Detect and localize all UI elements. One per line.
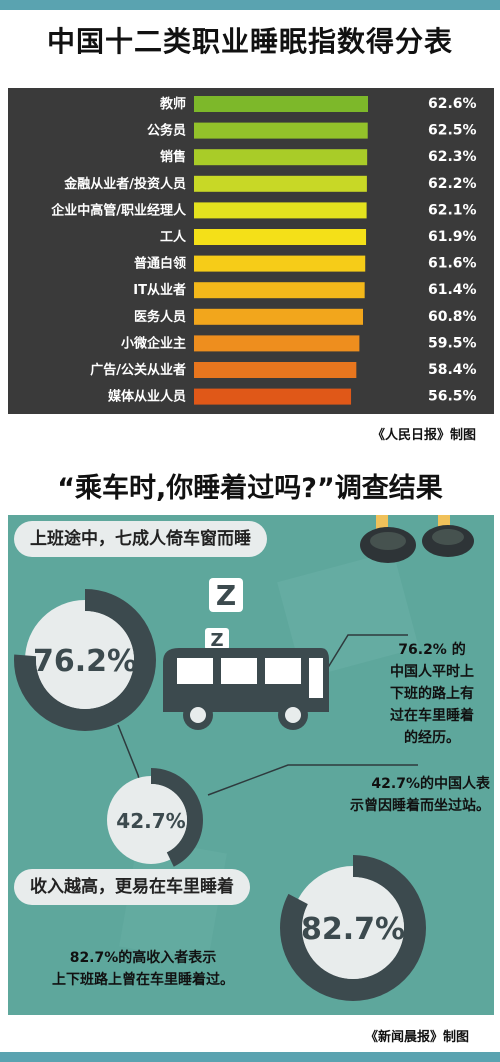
ring-82-label: 82.7% [301,912,405,947]
bottom-accent-bar [0,1052,500,1062]
value-label: 61.6% [428,256,477,272]
bar [194,96,368,112]
ring-chart-42: 42.7% [99,768,203,872]
category-label: 公务员 [147,123,186,139]
category-label: IT从业者 [133,282,186,298]
value-label: 62.5% [428,123,477,139]
value-label: 62.3% [428,149,477,165]
chart-panel: 教师 62.6% 公务员 62.5% 销售 62.3% 金融从业者/投资人员 62.2% 企业中… [8,88,494,414]
bar [194,229,367,245]
bar [194,362,357,378]
stat-76-text: 76.2% 的 中国人平时上 下班的路上有 过在车里睡着 的经历。 [390,642,474,746]
zz-2: Z [210,630,223,651]
chart-title: 中国十二类职业睡眠指数得分表 [46,25,453,58]
bar [194,149,368,166]
category-label: 广告/公关从业者 [90,362,186,378]
bar [194,255,366,272]
stat-42-text: 42.7%的中国人表 示曾因睡着而坐过站。 [350,776,490,814]
bar [194,175,367,192]
survey-credit: 《新闻晨报》制图 [365,1030,470,1045]
bar [194,122,368,139]
value-label: 62.1% [428,202,477,218]
bar-chart: 教师 62.6% 公务员 62.5% 销售 62.3% 金融从业者/投资人员 62.2% 企业中… [50,96,477,405]
value-label: 60.8% [428,309,477,325]
slippers-icon [360,515,474,563]
category-label: 普通白领 [134,256,186,272]
value-label: 58.4% [428,362,477,378]
category-label: 小微企业主 [121,335,186,351]
category-label: 医务人员 [134,309,186,325]
value-label: 56.5% [428,389,477,405]
bus-icon: Z Z Z [163,578,329,730]
category-label: 销售 [160,149,186,165]
survey-title: “乘车时,你睡着过吗?”调查结果 [57,473,443,504]
category-label: 教师 [159,96,186,112]
bar [194,335,360,352]
survey-panel: 上班途中，七成人倚车窗而睡 76.2% Z Z Z 76.2% 的 中国人平时上… [8,515,494,1015]
bar [194,282,365,299]
category-label: 企业中高管/职业经理人 [50,202,187,218]
category-label: 媒体从业人员 [108,389,186,405]
value-label: 62.6% [428,96,477,112]
chart-credit: 《人民日报》制图 [372,428,477,443]
value-label: 61.9% [428,229,477,245]
ring-76-label: 76.2% [33,644,137,679]
category-label: 工人 [160,229,187,245]
bar [194,308,363,325]
bar [194,202,367,219]
heading-pill-2: 收入越高，更易在车里睡着 [14,869,250,905]
top-accent-bar [0,0,500,10]
ring-42-label: 42.7% [116,809,185,833]
value-label: 59.5% [428,335,477,351]
category-label: 金融从业者/投资人员 [63,176,186,192]
value-label: 61.4% [428,282,477,298]
stat-82-text: 82.7%的高收入者表示 上下班路上曾在车里睡着过。 [52,950,234,988]
ring-chart-76: 76.2% [14,589,156,731]
zz-1: Z [216,579,236,612]
ring-chart-82: 82.7% [280,855,426,1001]
heading-pill-1: 上班途中，七成人倚车窗而睡 [14,521,267,557]
bar [194,388,352,405]
value-label: 62.2% [428,176,477,192]
